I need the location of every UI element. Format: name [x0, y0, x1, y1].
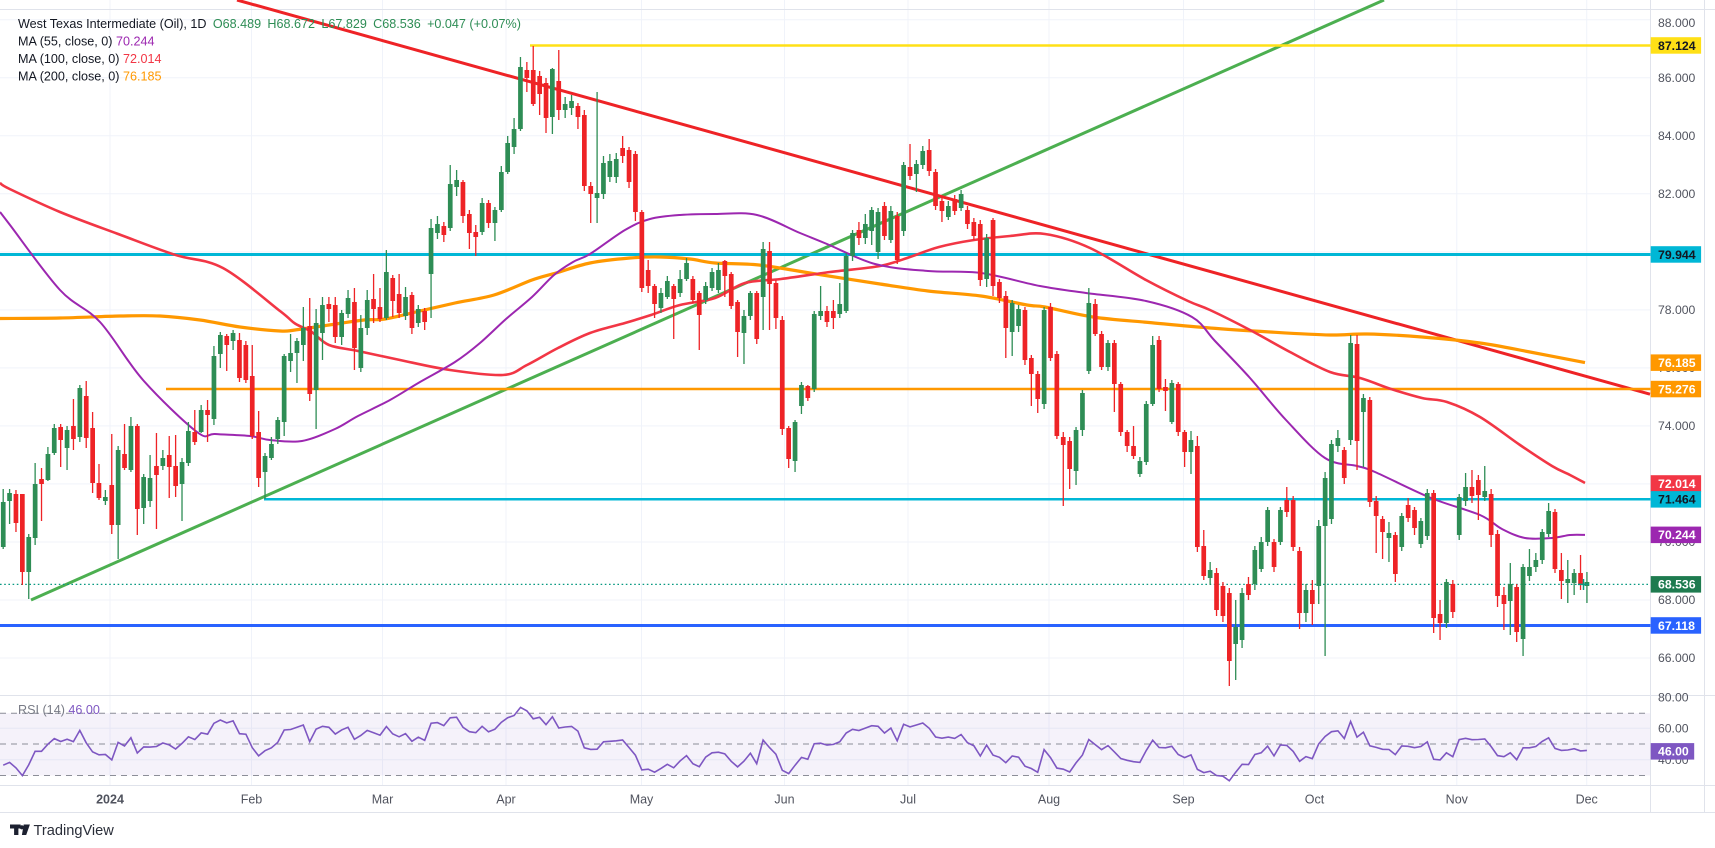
svg-text:82.000: 82.000 [1658, 187, 1695, 201]
svg-text:67.118: 67.118 [1658, 619, 1695, 633]
svg-text:74.000: 74.000 [1658, 419, 1695, 433]
svg-text:87.124: 87.124 [1658, 39, 1696, 53]
svg-text:70.244: 70.244 [1658, 528, 1696, 542]
svg-text:Jun: Jun [774, 793, 794, 807]
svg-text:76.185: 76.185 [1658, 356, 1696, 370]
svg-text:MA (100, close, 0) 72.014: MA (100, close, 0) 72.014 [18, 52, 162, 66]
svg-text:Aug: Aug [1038, 793, 1060, 807]
svg-text:79.944: 79.944 [1658, 248, 1696, 262]
svg-text:May: May [630, 793, 654, 807]
svg-text:66.000: 66.000 [1658, 651, 1695, 665]
svg-text:68.000: 68.000 [1658, 593, 1695, 607]
svg-text:46.00: 46.00 [1658, 745, 1689, 759]
svg-text:71.464: 71.464 [1658, 493, 1696, 507]
svg-text:MA (55, close, 0) 70.244: MA (55, close, 0) 70.244 [18, 35, 155, 49]
svg-text:West Texas Intermediate (Oil),: West Texas Intermediate (Oil), 1D O68.48… [18, 17, 521, 31]
svg-text:72.014: 72.014 [1658, 477, 1696, 491]
svg-text:68.536: 68.536 [1658, 578, 1696, 592]
svg-text:Jul: Jul [900, 793, 916, 807]
svg-text:88.000: 88.000 [1658, 16, 1695, 30]
svg-text:Sep: Sep [1172, 793, 1194, 807]
svg-text:80.00: 80.00 [1658, 691, 1689, 705]
svg-text:84.000: 84.000 [1658, 129, 1695, 143]
svg-text:Apr: Apr [496, 793, 515, 807]
svg-text:60.00: 60.00 [1658, 722, 1689, 736]
svg-text:MA (200, close, 0) 76.185: MA (200, close, 0) 76.185 [18, 70, 162, 84]
svg-text:78.000: 78.000 [1658, 303, 1695, 317]
svg-text:75.276: 75.276 [1658, 382, 1696, 396]
svg-text:86.000: 86.000 [1658, 71, 1695, 85]
svg-text:Oct: Oct [1305, 793, 1325, 807]
svg-text:Nov: Nov [1446, 793, 1469, 807]
svg-text:TradingView: TradingView [34, 823, 115, 839]
svg-text:Mar: Mar [372, 793, 394, 807]
svg-text:2024: 2024 [96, 793, 124, 807]
svg-text:RSI (14) 46.00: RSI (14) 46.00 [18, 703, 100, 717]
svg-text:Dec: Dec [1576, 793, 1598, 807]
svg-text:Feb: Feb [241, 793, 263, 807]
